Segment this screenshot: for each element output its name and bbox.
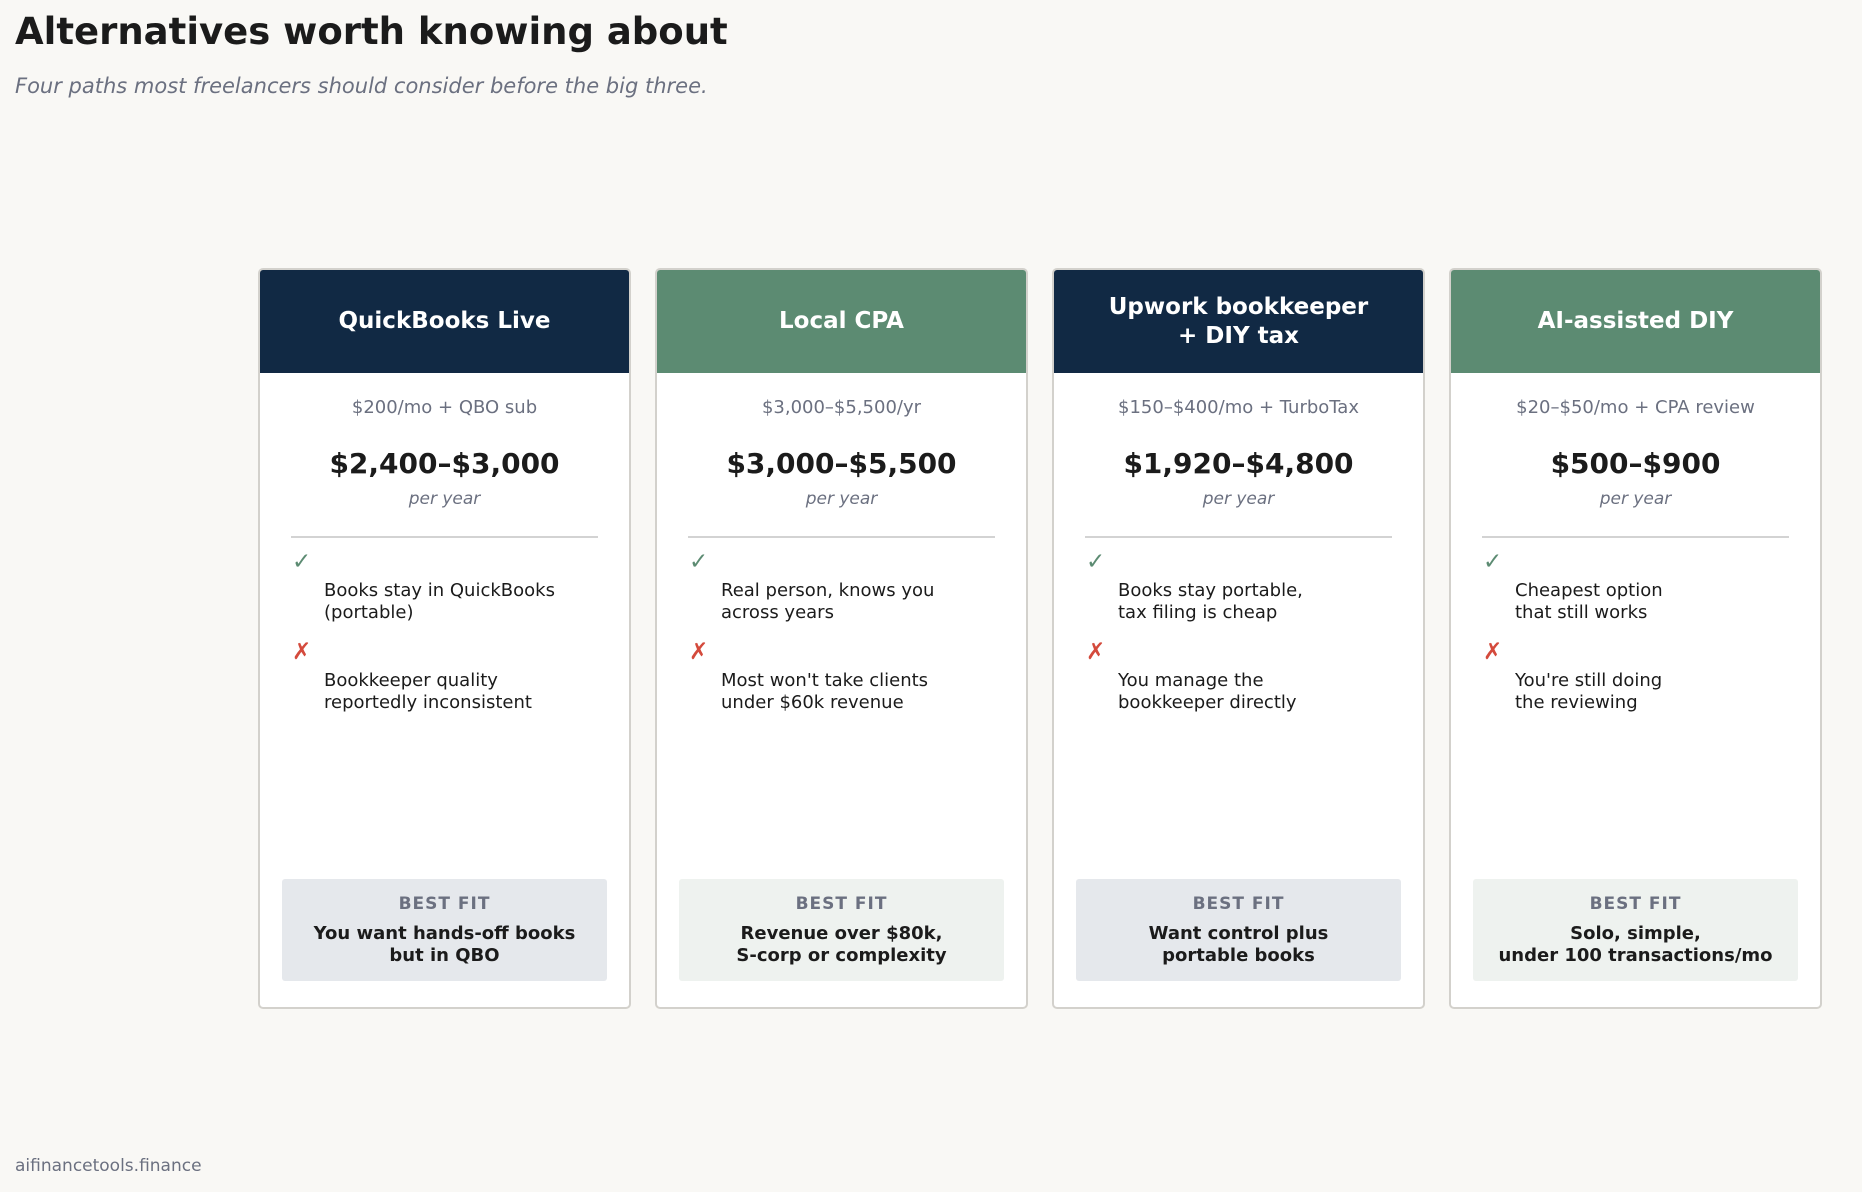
- best-fit-text: Want control plus portable books: [1148, 923, 1329, 966]
- pro-item: ✓ Books stay portable, tax filing is che…: [1086, 548, 1407, 624]
- cross-icon: ✗: [689, 639, 709, 665]
- card-local-cpa: Local CPA $3,000–$5,500/yr $3,000–$5,500…: [655, 268, 1028, 1009]
- price-period: per year: [1599, 489, 1672, 509]
- price-period: per year: [1202, 489, 1275, 509]
- comparison-cards: QuickBooks Live $200/mo + QBO sub $2,400…: [258, 268, 1822, 1009]
- price-note: $20–$50/mo + CPA review: [1516, 397, 1755, 418]
- price-period: per year: [408, 489, 481, 509]
- card-title: Local CPA: [779, 308, 904, 334]
- page-title: Alternatives worth knowing about: [15, 10, 728, 53]
- price-range: $3,000–$5,500: [726, 447, 957, 480]
- card-quickbooks-live: QuickBooks Live $200/mo + QBO sub $2,400…: [258, 268, 631, 1009]
- card-title: Upwork bookkeeper + DIY tax: [1108, 293, 1369, 349]
- pro-text: Books stay portable, tax filing is cheap: [1118, 580, 1303, 623]
- card-header: AI-assisted DIY: [1451, 270, 1820, 373]
- card-header: QuickBooks Live: [260, 270, 629, 373]
- con-text: Bookkeeper quality reportedly inconsiste…: [324, 670, 532, 713]
- pro-text: Books stay in QuickBooks (portable): [324, 580, 555, 623]
- pro-text: Cheapest option that still works: [1515, 580, 1663, 623]
- best-fit-text: Solo, simple, under 100 transactions/mo: [1498, 923, 1773, 966]
- price-note: $200/mo + QBO sub: [351, 397, 538, 418]
- con-text: You're still doing the reviewing: [1515, 670, 1663, 713]
- card-title: AI-assisted DIY: [1537, 308, 1734, 334]
- con-item: ✗ You're still doing the reviewing: [1483, 638, 1804, 714]
- price-period: per year: [805, 489, 878, 509]
- check-icon: ✓: [292, 549, 312, 575]
- best-fit-label: BEST FIT: [1589, 894, 1682, 914]
- con-text: Most won't take clients under $60k reven…: [721, 670, 929, 713]
- divider: [1085, 536, 1392, 538]
- con-item: ✗ You manage the bookkeeper directly: [1086, 638, 1407, 714]
- price-range: $1,920–$4,800: [1123, 447, 1354, 480]
- check-icon: ✓: [1086, 549, 1106, 575]
- check-icon: ✓: [1483, 549, 1503, 575]
- card-ai-assisted-diy: AI-assisted DIY $20–$50/mo + CPA review …: [1449, 268, 1822, 1009]
- best-fit-label: BEST FIT: [398, 894, 491, 914]
- pro-item: ✓ Real person, knows you across years: [689, 548, 1010, 624]
- divider: [291, 536, 598, 538]
- best-fit-label: BEST FIT: [1192, 894, 1285, 914]
- price-note: $150–$400/mo + TurboTax: [1118, 397, 1359, 418]
- footer-site-name: aifinancetools.finance: [15, 1156, 202, 1176]
- pro-item: ✓ Cheapest option that still works: [1483, 548, 1804, 624]
- cross-icon: ✗: [1483, 639, 1503, 665]
- best-fit-box: BEST FIT Want control plus portable book…: [1076, 879, 1401, 981]
- best-fit-text: Revenue over $80k, S-corp or complexity: [736, 923, 947, 966]
- best-fit-box: BEST FIT Revenue over $80k, S-corp or co…: [679, 879, 1004, 981]
- best-fit-text: You want hands-off books but in QBO: [313, 923, 576, 966]
- best-fit-box: BEST FIT You want hands-off books but in…: [282, 879, 607, 981]
- cross-icon: ✗: [1086, 639, 1106, 665]
- card-header: Local CPA: [657, 270, 1026, 373]
- price-range: $500–$900: [1550, 447, 1721, 480]
- pro-item: ✓ Books stay in QuickBooks (portable): [292, 548, 613, 624]
- con-item: ✗ Bookkeeper quality reportedly inconsis…: [292, 638, 613, 714]
- price-range: $2,400–$3,000: [329, 447, 560, 480]
- divider: [688, 536, 995, 538]
- divider: [1482, 536, 1789, 538]
- price-note: $3,000–$5,500/yr: [761, 397, 922, 418]
- best-fit-box: BEST FIT Solo, simple, under 100 transac…: [1473, 879, 1798, 981]
- page-subtitle: Four paths most freelancers should consi…: [15, 74, 708, 98]
- best-fit-label: BEST FIT: [795, 894, 888, 914]
- card-upwork-bookkeeper: Upwork bookkeeper + DIY tax $150–$400/mo…: [1052, 268, 1425, 1009]
- con-item: ✗ Most won't take clients under $60k rev…: [689, 638, 1010, 714]
- card-header: Upwork bookkeeper + DIY tax: [1054, 270, 1423, 373]
- cross-icon: ✗: [292, 639, 312, 665]
- pro-text: Real person, knows you across years: [721, 580, 935, 623]
- check-icon: ✓: [689, 549, 709, 575]
- card-title: QuickBooks Live: [338, 308, 551, 334]
- con-text: You manage the bookkeeper directly: [1118, 670, 1297, 713]
